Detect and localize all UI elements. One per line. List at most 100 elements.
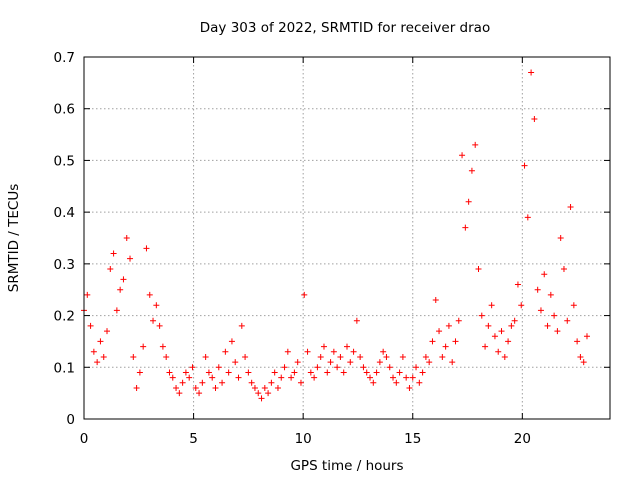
data-point xyxy=(146,291,153,298)
data-point xyxy=(511,317,518,324)
data-point xyxy=(205,369,212,376)
data-point xyxy=(199,379,206,386)
data-point xyxy=(150,317,157,324)
data-point xyxy=(209,374,216,381)
grid-lines xyxy=(84,57,610,419)
data-point xyxy=(173,384,180,391)
data-point xyxy=(159,343,166,350)
data-point xyxy=(288,374,295,381)
data-point xyxy=(228,338,235,345)
data-point xyxy=(488,302,495,309)
data-point xyxy=(166,369,173,376)
data-point xyxy=(419,369,426,376)
data-point xyxy=(186,374,193,381)
data-point xyxy=(557,235,564,241)
data-point xyxy=(104,328,111,335)
data-point xyxy=(212,384,219,391)
data-point xyxy=(232,359,239,366)
data-point xyxy=(462,224,469,231)
data-point xyxy=(429,338,436,345)
data-point xyxy=(87,322,94,329)
data-point xyxy=(482,343,489,350)
data-point xyxy=(580,359,587,366)
data-point xyxy=(202,353,209,360)
data-point xyxy=(547,291,554,298)
data-point xyxy=(314,364,321,371)
y-tick-label: 0.1 xyxy=(54,360,75,376)
data-point xyxy=(238,322,245,329)
data-point xyxy=(574,338,581,345)
data-point xyxy=(396,369,403,376)
data-point xyxy=(386,364,393,371)
data-point xyxy=(406,384,413,391)
data-point xyxy=(376,359,383,366)
data-point xyxy=(268,379,275,386)
axis-ticks: 0 0.1 0.2 0.3 0.4 0.5 0.6 0.7 0 5 10 15 20 xyxy=(54,50,610,447)
data-point xyxy=(281,364,288,371)
data-point xyxy=(452,338,459,345)
data-point xyxy=(472,141,479,148)
data-point xyxy=(524,214,531,221)
data-point xyxy=(163,353,170,360)
data-point xyxy=(225,369,232,376)
x-tick-label: 0 xyxy=(80,431,89,447)
data-point xyxy=(311,374,318,381)
data-point xyxy=(196,390,203,397)
data-point xyxy=(245,369,252,376)
data-point xyxy=(248,379,255,386)
y-tick-label: 0.3 xyxy=(54,257,75,273)
data-point xyxy=(478,312,485,319)
data-point xyxy=(337,353,344,360)
data-point xyxy=(370,379,377,386)
chart-title: Day 303 of 2022, SRMTID for receiver dra… xyxy=(200,20,490,36)
data-point xyxy=(416,379,423,386)
data-point xyxy=(182,369,189,376)
data-point xyxy=(192,384,199,391)
data-point xyxy=(393,379,400,386)
data-point xyxy=(304,348,311,355)
data-point xyxy=(317,353,324,360)
data-point xyxy=(176,390,183,397)
data-point xyxy=(475,266,482,273)
data-point xyxy=(130,353,137,360)
data-point xyxy=(531,116,538,123)
data-point xyxy=(169,374,176,381)
data-point xyxy=(255,390,262,397)
data-point xyxy=(567,203,574,210)
data-point xyxy=(127,255,134,262)
data-point xyxy=(537,307,544,314)
data-point xyxy=(465,198,472,205)
data-point xyxy=(505,338,512,345)
data-point xyxy=(528,69,535,76)
data-point xyxy=(508,322,515,329)
data-point xyxy=(413,364,420,371)
data-point xyxy=(117,286,124,293)
data-point xyxy=(222,348,229,355)
data-point xyxy=(274,384,281,391)
data-point xyxy=(485,322,492,329)
data-point xyxy=(153,302,160,309)
data-point xyxy=(334,364,341,371)
data-point xyxy=(307,369,314,376)
data-point xyxy=(442,343,449,350)
data-point xyxy=(215,364,222,371)
y-tick-label: 0.7 xyxy=(54,50,75,66)
data-point xyxy=(363,369,370,376)
data-point xyxy=(284,348,291,355)
data-point xyxy=(564,317,571,324)
data-point xyxy=(327,359,334,366)
data-point xyxy=(330,348,337,355)
data-point xyxy=(294,359,301,366)
data-point xyxy=(265,390,272,397)
data-point xyxy=(120,276,127,283)
data-point xyxy=(261,384,268,391)
data-point xyxy=(133,384,140,391)
y-axis-label: SRMTID / TECUs xyxy=(6,184,22,292)
data-point xyxy=(468,167,475,174)
data-point xyxy=(390,374,397,381)
data-point xyxy=(495,348,502,355)
data-point xyxy=(449,359,456,366)
x-tick-label: 10 xyxy=(295,431,312,447)
data-point xyxy=(100,353,107,360)
data-points xyxy=(81,69,590,402)
